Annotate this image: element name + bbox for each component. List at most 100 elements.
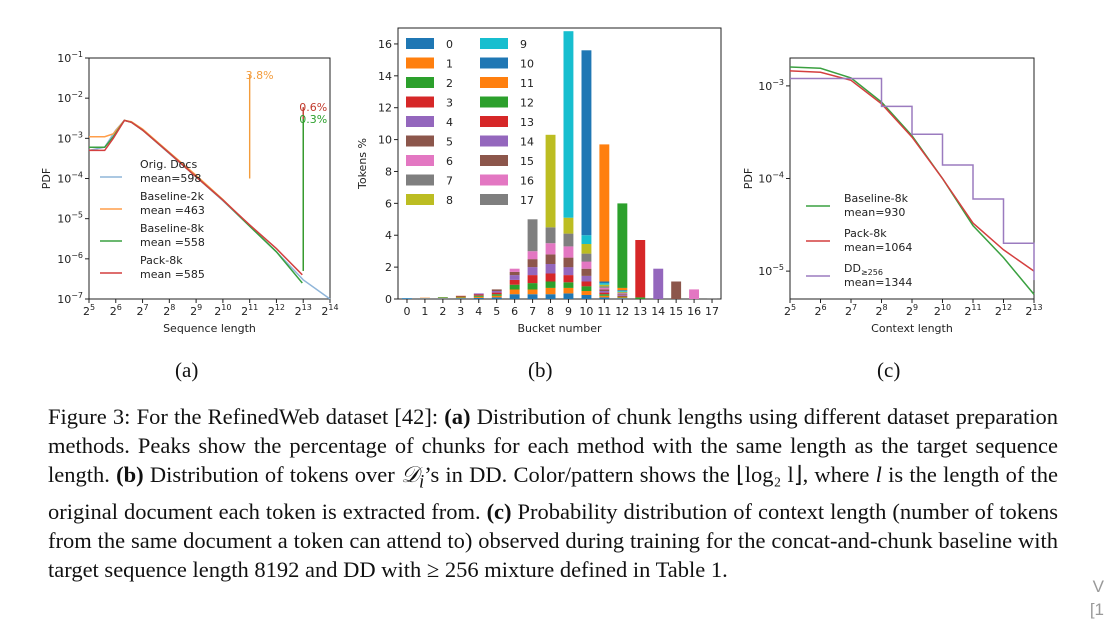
bar-0-segment-0 [402,298,412,299]
bar-12-segment-5 [617,294,628,295]
x-tick-label-8: 213 [295,303,312,318]
bar-8-segment-4 [545,263,556,274]
y-axis-label: PDF [742,168,755,189]
edge-text-2: [1 [1089,600,1104,619]
x-tick-label-4: 4 [475,305,482,318]
bar-10-segment-2 [581,286,592,291]
x-tick-label-3: 28 [163,303,175,318]
bar-12-segment-8 [617,291,628,293]
bar-11-segment-7 [599,286,610,288]
x-axis-label: Context length [871,322,953,335]
legend-swatch-12 [480,96,508,108]
subfigure-label-c: (c) [877,358,901,382]
bar-10-segment-5 [581,268,592,276]
x-axis-label: Sequence length [163,322,256,335]
x-tick-label-7: 212 [268,303,285,318]
bar-1-segment-1 [420,297,430,299]
legend-swatch-13 [480,116,508,127]
legend-swatch-15 [480,155,508,166]
caption-b-text-4: is the length of the original document e… [48,462,1059,524]
legend-swatch-7 [406,174,434,186]
bar-10-segment-10 [581,50,592,236]
bar-2-segment-1 [437,297,448,299]
x-tick-label-2: 27 [845,303,857,318]
bar-5-segment-5 [491,289,502,291]
bar-4-segment-4 [473,293,484,295]
legend-swatch-10 [480,57,508,69]
legend-swatch-2 [406,77,434,88]
bar-4-segment-3 [473,294,484,296]
legend-label-2: DD≥256 [844,262,883,277]
bar-12-segment-1 [617,297,628,299]
bar-10-segment-1 [581,291,592,295]
legend-label-13: 13 [520,116,534,129]
y-tick-label-3: 10−4 [57,171,83,186]
legend-swatch-0 [406,38,434,49]
bar-8-segment-7 [545,227,556,244]
bar-10-segment-6 [581,261,592,269]
bar-10-segment-7 [581,253,592,262]
x-tick-label-0: 25 [784,303,796,318]
legend-swatch-3 [406,96,434,108]
legend-label-9: 9 [520,38,527,51]
bar-13-segment-12 [635,297,646,299]
caption-b-label: (b) [116,462,144,487]
y-tick-label-2: 10−3 [57,130,83,145]
bar-10-segment-9 [581,235,592,244]
y-tick-label-4: 8 [385,165,392,178]
series-line-3 [89,119,303,276]
edge-text-1: V [1092,577,1104,596]
bar-11-segment-2 [599,294,610,296]
bar-11-segment-1 [599,295,610,298]
x-tick-label-10: 10 [579,305,593,318]
caption-b-subscript: i [418,471,425,493]
x-tick-label-2: 27 [137,303,149,318]
caption-a-text: Distribution of chunk lengths using diff… [48,404,1059,487]
bar-7-segment-0 [527,294,538,299]
x-tick-label-0: 25 [83,303,95,318]
bar-4-segment-1 [473,296,484,298]
x-tick-label-13: 13 [633,305,647,318]
x-tick-label-9: 9 [565,305,572,318]
subfigure-label-a: (a) [175,358,199,382]
x-tick-label-3: 3 [457,305,464,318]
legend-swatch-16 [480,174,508,186]
bar-12-segment-12 [617,203,628,288]
series-line-2 [790,77,1035,281]
bar-7-segment-2 [527,283,538,290]
legend-label-3: Pack-8k [140,254,183,267]
legend-label-1: 1 [446,58,453,71]
bar-10-segment-3 [581,281,592,287]
x-tick-label-1: 1 [421,305,428,318]
caption-b-formula: ⌊log₂ l⌋ [735,462,803,487]
bar-16-segment-16 [689,289,699,299]
bar-5-segment-1 [491,295,502,298]
x-axis-label: Bucket number [517,322,602,335]
legend-label-6: 6 [446,155,453,168]
x-tick-label-5: 5 [493,305,500,318]
bar-1-segment-0 [420,298,430,299]
bar-3-segment-1 [455,297,466,299]
caption-b-text-1: Distribution of tokens over [149,462,395,487]
y-tick-label-6: 12 [378,102,392,115]
y-tick-label-8: 16 [378,38,392,51]
caption-b-var: l [875,462,882,487]
x-tick-label-1: 26 [814,303,826,318]
panel-c-chart: 25 26 27 28 29 210 211 212 213 10−3 10−4 10−5 Contex… [742,57,1043,335]
legend-swatch-17 [480,194,508,205]
x-tick-label-8: 8 [547,305,554,318]
bar-12-segment-2 [617,296,628,298]
legend-swatch-9 [480,38,508,49]
x-tick-label-17: 17 [705,305,719,318]
x-tick-label-12: 12 [615,305,629,318]
bar-9-segment-3 [563,275,574,283]
legend-swatch-11 [480,77,508,88]
x-tick-label-2: 2 [439,305,446,318]
bar-13-segment-13 [635,240,646,298]
legend-label-12: 12 [520,97,534,110]
plot-frame [397,27,722,300]
legend-label-8: 8 [446,194,453,207]
bar-5-segment-3 [491,292,502,295]
panel-a-chart: 3.8% 0.6%0.3% 25 26 27 28 29 210 211 212 213 214 10−… [40,50,339,335]
x-tick-label-5: 210 [214,303,231,318]
